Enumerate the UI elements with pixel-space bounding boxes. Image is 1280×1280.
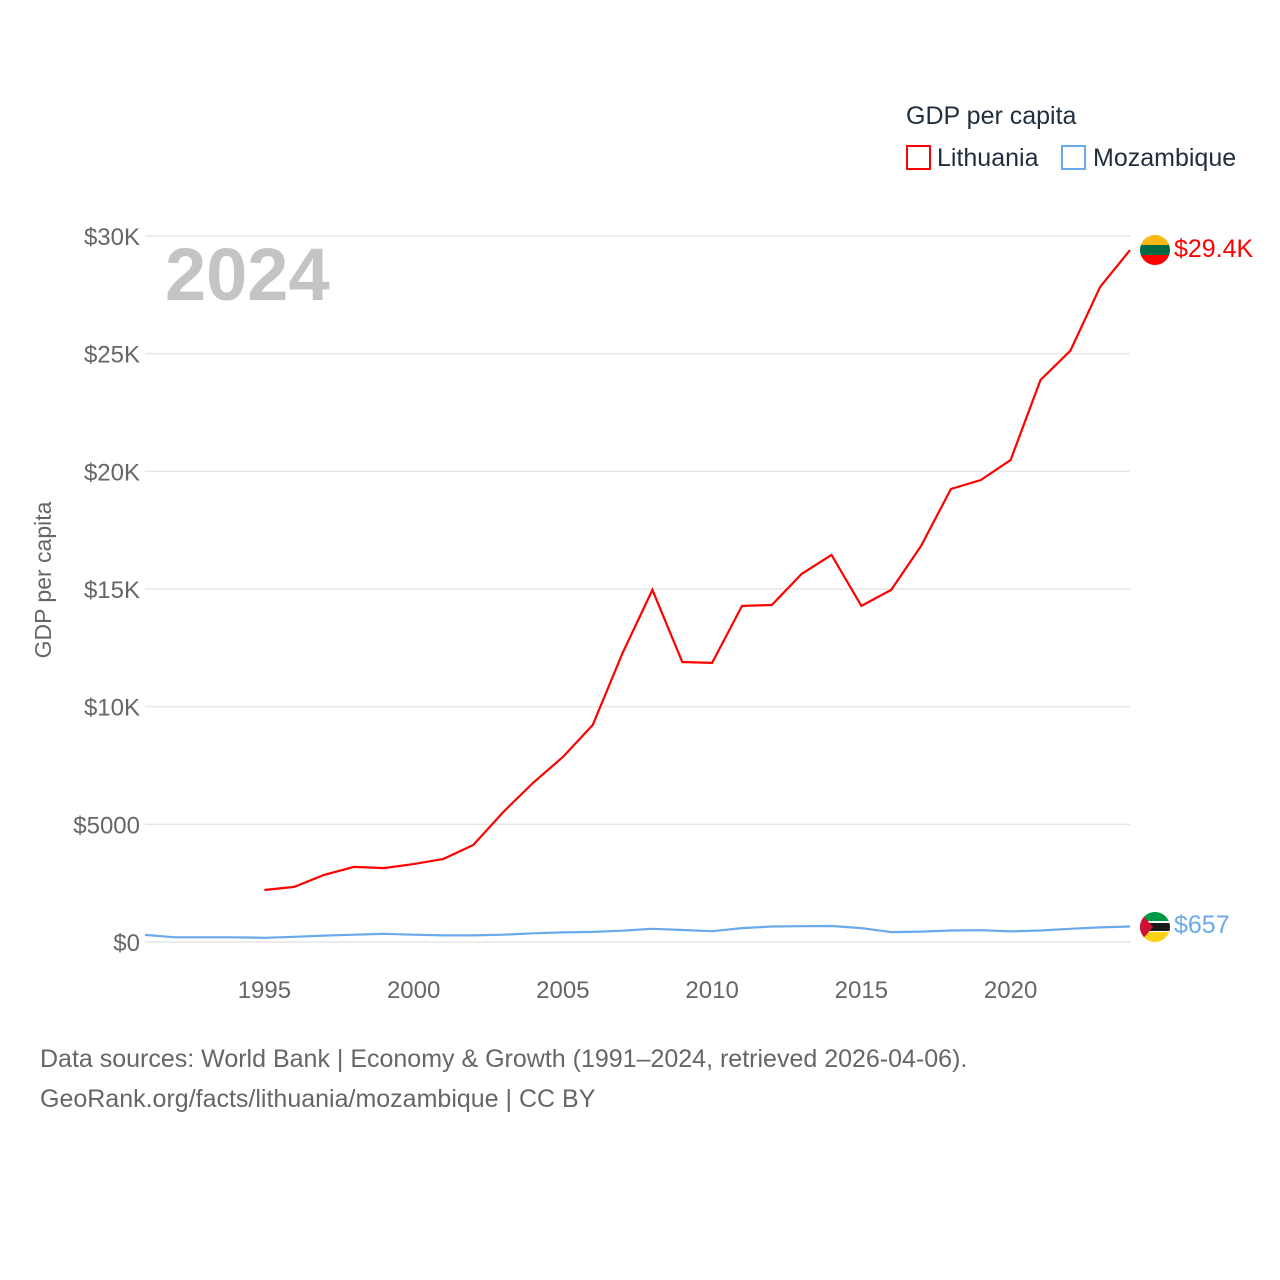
mozambique-end-label: $657 (1174, 911, 1230, 939)
legend-swatch-lithuania[interactable] (906, 145, 931, 170)
y-tick-label: $20K (84, 459, 140, 486)
y-tick-label: $0 (113, 930, 140, 957)
y-tick-label: $10K (84, 695, 140, 722)
footer-sources: Data sources: World Bank | Economy & Gro… (40, 1045, 968, 1073)
y-tick-label: $25K (84, 342, 140, 369)
series-line-mozambique (144, 924, 1131, 939)
x-tick-label: 2020 (984, 977, 1037, 1004)
legend-swatch-mozambique[interactable] (1061, 145, 1086, 170)
x-tick-label: 2015 (835, 977, 888, 1004)
x-tick-label: 2000 (387, 977, 440, 1004)
series-line-lithuania (264, 249, 1131, 892)
year-watermark: 2024 (165, 233, 330, 316)
x-tick-label: 2010 (685, 977, 738, 1004)
y-tick-label: $5000 (73, 812, 140, 839)
lithuania-end-label: $29.4K (1174, 235, 1254, 263)
y-tick-label: $30K (84, 224, 140, 251)
legend-title: GDP per capita (906, 102, 1077, 130)
y-axis-label: GDP per capita (30, 501, 56, 658)
x-tick-label: 1995 (238, 977, 291, 1004)
gdp-chart: $0 $5000 $10K $15K $20K $25K $30K 1995 2000 2005… (30, 102, 1254, 1004)
y-tick-label: $15K (84, 577, 140, 604)
mozambique-flag-icon (1140, 912, 1170, 942)
legend-label-mozambique[interactable]: Mozambique (1093, 144, 1236, 172)
footer-attribution[interactable]: GeoRank.org/facts/lithuania/mozambique |… (40, 1085, 596, 1113)
lithuania-flag-icon (1140, 235, 1170, 265)
legend-label-lithuania[interactable]: Lithuania (937, 144, 1039, 172)
x-tick-label: 2005 (536, 977, 589, 1004)
